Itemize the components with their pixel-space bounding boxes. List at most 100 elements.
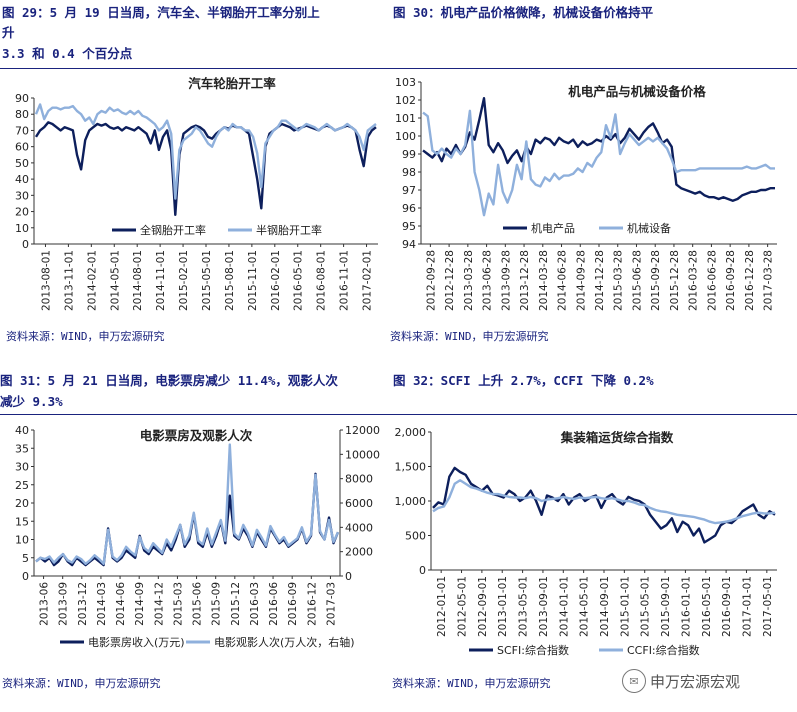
x-tick-label: 2017-03 (325, 582, 337, 626)
x-tick-label: 2012-09-28 (425, 250, 437, 311)
figure-32-title: 图 32：SCFI 上升 2.7%，CCFI 下降 0.2% (393, 373, 654, 388)
middle-divider (0, 414, 797, 415)
y2-tick-label: 4000 (345, 521, 373, 534)
y-tick-label: 40 (15, 173, 29, 186)
x-tick-label: 2015-06 (192, 582, 204, 626)
x-tick-label: 2016-11-01 (339, 250, 351, 311)
x-tick-label: 2014-01-01 (558, 576, 570, 637)
y-tick-label: 0 (419, 564, 426, 577)
y-tick-label: 500 (405, 530, 426, 543)
x-tick-label: 2015-08-01 (224, 250, 236, 311)
y-tick-label: 35 (15, 442, 29, 455)
legend-label: 全钢胎开工率 (140, 223, 206, 237)
x-tick-label: 2013-12-28 (519, 250, 531, 311)
x-tick-label: 2014-09-28 (575, 250, 587, 311)
x-tick-label: 2014-12 (153, 582, 165, 626)
y-tick-label: 0 (22, 238, 29, 251)
chart-title: 机电产品与机械设备价格 (568, 84, 706, 99)
x-tick-label: 2013-09-28 (500, 250, 512, 311)
x-tick-label: 2014-12-28 (594, 250, 606, 311)
x-tick-label: 2013-11-01 (63, 250, 75, 311)
y-tick-label: 102 (395, 94, 416, 107)
x-tick-label: 2013-06-28 (482, 250, 494, 311)
source-31: 资料来源：WIND，申万宏源研究 (2, 677, 161, 690)
y-tick-label: 15 (15, 515, 29, 528)
chart-title: 电影票房及观影人次 (140, 428, 253, 443)
y-tick-label: 2,000 (395, 426, 427, 439)
series-line (432, 466, 776, 544)
x-tick-label: 2016-02-01 (270, 250, 282, 311)
x-tick-label: 2016-09-28 (725, 250, 737, 311)
x-tick-label: 2017-01-01 (741, 576, 753, 637)
series-line (432, 479, 776, 525)
chart-title: 集装箱运货综合指数 (560, 430, 674, 445)
x-tick-label: 2014-05-01 (579, 576, 591, 637)
legend-label: 机械设备 (627, 221, 671, 235)
x-tick-label: 2015-05-01 (201, 250, 213, 311)
chart-mech-panel: 94 95 96 97 98 99 100 101 102 103 2012-09-28 2012-1… (385, 72, 797, 322)
x-tick-label: 2013-09-01 (538, 576, 550, 637)
x-tick-label: 2015-01-01 (619, 576, 631, 637)
x-tick-label: 2013-03-28 (463, 250, 475, 311)
y-tick-label: 30 (15, 461, 29, 474)
x-tick-label: 2016-05-01 (701, 576, 713, 637)
x-tick-label: 2012-01-01 (436, 576, 448, 637)
x-tick-label: 2015-12-28 (669, 250, 681, 311)
x-tick-label: 2012-12-28 (444, 250, 456, 311)
x-tick-label: 2015-09 (211, 582, 223, 626)
y-tick-label: 95 (402, 220, 416, 233)
x-tick-label: 2015-09-28 (650, 250, 662, 311)
x-tick-label: 2013-05-01 (518, 576, 530, 637)
y-tick-label: 0 (22, 570, 29, 583)
y-tick-label: 96 (402, 202, 416, 215)
series-line (422, 97, 775, 203)
y-tick-label: 5 (22, 552, 29, 565)
y-tick-label: 101 (395, 112, 416, 125)
x-tick-label: 2014-09-01 (599, 576, 611, 637)
x-tick-label: 2014-05-01 (109, 250, 121, 311)
x-tick-label: 2015-02-01 (178, 250, 190, 311)
x-tick-label: 2014-02-01 (86, 250, 98, 311)
y-tick-label: 90 (15, 92, 29, 105)
x-tick-label: 2013-09 (58, 582, 70, 626)
x-tick-label: 2015-05-01 (640, 576, 652, 637)
watermark: ✉ 申万宏源宏观 (622, 669, 740, 693)
x-tick-label: 2016-06 (268, 582, 280, 626)
source-32: 资料来源：WIND，申万宏源研究 (392, 677, 551, 690)
y-tick-label: 97 (402, 184, 416, 197)
x-tick-label: 2014-06-28 (557, 250, 569, 311)
legend-label: 电影票房收入(万元) (88, 635, 185, 649)
legend-label: 机电产品 (531, 221, 575, 235)
figure-31-title-line2: 减少 9.3% (0, 394, 63, 409)
y2-tick-label: 8000 (345, 473, 373, 486)
legend-label: CCFI:综合指数 (627, 643, 700, 657)
figure-29-title-line3: 3.3 和 0.4 个百分点 (2, 46, 133, 61)
x-tick-label: 2012-05-01 (457, 576, 469, 637)
y2-tick-label: 12000 (345, 424, 380, 437)
x-tick-label: 2015-09-01 (660, 576, 672, 637)
x-tick-label: 2016-12-28 (744, 250, 756, 311)
y-tick-label: 70 (15, 124, 29, 137)
x-tick-label: 2017-03-28 (763, 250, 775, 311)
y-tick-label: 20 (15, 206, 29, 219)
x-tick-label: 2016-03-28 (688, 250, 700, 311)
y-tick-label: 100 (395, 130, 416, 143)
x-tick-label: 2014-11-01 (155, 250, 167, 311)
y-tick-label: 94 (402, 238, 416, 251)
x-tick-label: 2014-03 (96, 582, 108, 626)
legend-label: SCFI:综合指数 (497, 643, 569, 657)
series-line (422, 109, 775, 217)
x-tick-label: 2016-09 (287, 582, 299, 626)
source-30: 资料来源：WIND，申万宏源研究 (390, 330, 549, 343)
watermark-text: 申万宏源宏观 (650, 672, 741, 691)
y-tick-label: 10 (15, 534, 29, 547)
x-tick-label: 2016-03 (249, 582, 261, 626)
x-tick-label: 2013-01-01 (497, 576, 509, 637)
x-tick-label: 2016-01-01 (680, 576, 692, 637)
chart-container-panel: 0 500 1,000 1,500 2,000 2012-01-01 2012-05-01 2… (385, 418, 797, 664)
chart-mech: 94 95 96 97 98 99 100 101 102 103 2012-09-28 2012-1… (395, 76, 777, 311)
top-divider (0, 68, 797, 69)
x-tick-label: 2016-05-01 (293, 250, 305, 311)
figure-31-title-line1: 图 31：5 月 21 日当周，电影票房减少 11.4%，观影人次 (0, 373, 338, 388)
figure-30-title: 图 30：机电产品价格微降，机械设备价格持平 (393, 5, 654, 20)
